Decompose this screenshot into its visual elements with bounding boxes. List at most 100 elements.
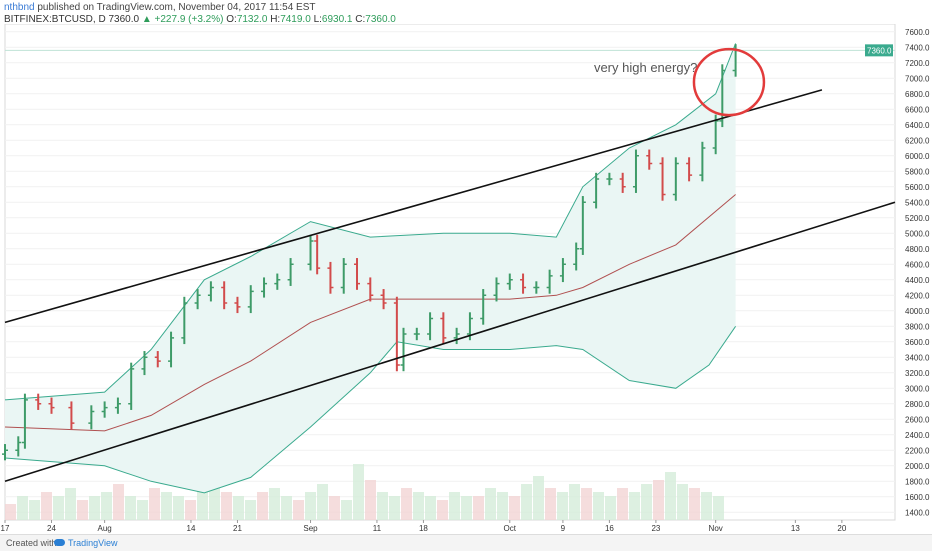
volume-bar	[461, 496, 472, 520]
lower-channel-line	[4, 201, 896, 483]
volume-bar	[233, 496, 244, 520]
volume-bar	[5, 504, 16, 520]
price-change: +227.9 (+3.2%)	[154, 14, 224, 25]
publish-line: nthbnd published on TradingView.com, Nov…	[4, 2, 904, 14]
volume-bar	[641, 484, 652, 520]
tradingview-logo-icon	[54, 539, 65, 546]
y-tick-label: 5200.0	[905, 214, 930, 223]
y-tick-label: 2800.0	[905, 400, 930, 409]
low-label: L:	[313, 14, 322, 25]
volume-bar	[65, 488, 76, 520]
y-tick-label: 4400.0	[905, 276, 930, 285]
volume-bar	[149, 488, 160, 520]
volume-bar	[197, 484, 208, 520]
close-value: 7360.0	[365, 14, 396, 25]
volume-bar	[629, 492, 640, 520]
basis-line	[4, 194, 736, 432]
volume-bar	[653, 480, 664, 520]
last-price: 7360.0	[108, 14, 140, 25]
tradingview-brand[interactable]: TradingView	[68, 538, 118, 548]
y-tick-label: 5600.0	[905, 183, 930, 192]
x-tick-label: Oct	[504, 524, 517, 533]
x-tick-label: 11	[373, 524, 382, 533]
x-tick-label: 18	[419, 524, 428, 533]
volume-bar	[557, 492, 568, 520]
high-value: 7419.0	[280, 14, 311, 25]
y-tick-label: 6800.0	[905, 90, 930, 99]
x-tick-label: Nov	[709, 524, 723, 533]
annotation-text: very high energy?	[594, 60, 697, 75]
y-tick-label: 1600.0	[905, 493, 930, 502]
y-tick-label: 3200.0	[905, 369, 930, 378]
y-tick-label: 1400.0	[905, 508, 930, 517]
y-tick-label: 3400.0	[905, 353, 930, 362]
upper-channel-line	[4, 89, 823, 324]
high-label: H:	[270, 14, 281, 25]
volume-bar	[173, 496, 184, 520]
x-tick-label: Sep	[303, 524, 318, 533]
y-tick-label: 2400.0	[905, 431, 930, 440]
volume-bar	[593, 492, 604, 520]
y-tick-label: 2600.0	[905, 415, 930, 424]
volume-bar	[605, 496, 616, 520]
volume-bar	[533, 476, 544, 520]
author-link[interactable]: nthbnd	[4, 2, 35, 13]
created-with-label: Created with	[6, 538, 57, 548]
bollinger-band-fill	[5, 43, 736, 493]
volume-bar	[329, 496, 340, 520]
volume-bar	[101, 492, 112, 520]
y-tick-label: 6000.0	[905, 152, 930, 161]
price-badge	[865, 44, 893, 57]
open-value: 7132.0	[236, 14, 268, 25]
volume-bar	[89, 496, 100, 520]
volume-bar	[521, 484, 532, 520]
highlight-circle	[692, 47, 766, 117]
y-tick-label: 6200.0	[905, 136, 930, 145]
y-tick-label: 7000.0	[905, 74, 930, 83]
y-tick-label: 4200.0	[905, 291, 930, 300]
volume-bar	[581, 488, 592, 520]
price-chart[interactable]: very high energy? 1400.0 1600.0 1800.0 2000.…	[0, 24, 932, 534]
volume-bar	[317, 484, 328, 520]
lower-bollinger-line	[4, 326, 737, 494]
volume-bar	[665, 472, 676, 520]
volume-bar	[545, 488, 556, 520]
volume-bar	[281, 496, 292, 520]
x-tick-label: Aug	[98, 524, 112, 533]
y-tick-label: 6600.0	[905, 105, 930, 114]
volume-bar	[257, 492, 268, 520]
volume-bar	[17, 496, 28, 520]
volume-bar	[509, 496, 520, 520]
volume-bar	[425, 496, 436, 520]
x-tick-label: 13	[791, 524, 800, 533]
y-tick-label: 5000.0	[905, 229, 930, 238]
y-tick-label: 3800.0	[905, 322, 930, 331]
volume-bar	[137, 500, 148, 520]
volume-bar	[713, 496, 724, 520]
x-tick-label: 16	[605, 524, 614, 533]
x-tick-label: 23	[651, 524, 660, 533]
y-tick-label: 7400.0	[905, 43, 930, 52]
open-label: O:	[226, 14, 237, 25]
volume-bar	[401, 488, 412, 520]
y-tick-label: 5400.0	[905, 198, 930, 207]
y-tick-label: 7600.0	[905, 28, 930, 37]
x-tick-label: 21	[233, 524, 242, 533]
volume-bar	[701, 492, 712, 520]
x-tick-label: 24	[47, 524, 56, 533]
volume-bar	[341, 500, 352, 520]
volume-bar	[485, 488, 496, 520]
low-value: 6930.1	[321, 14, 353, 25]
y-tick-label: 4600.0	[905, 260, 930, 269]
volume-bar	[353, 464, 364, 520]
volume-bar	[305, 492, 316, 520]
up-arrow-icon: ▲	[141, 14, 152, 25]
volume-bar	[569, 484, 580, 520]
x-tick-label: 9	[561, 524, 566, 533]
volume-bar	[185, 500, 196, 520]
upper-bollinger-line	[4, 43, 737, 401]
volume-bar	[209, 488, 220, 520]
volume-bar	[53, 496, 64, 520]
y-tick-label: 2200.0	[905, 446, 930, 455]
volume-bar	[389, 496, 400, 520]
